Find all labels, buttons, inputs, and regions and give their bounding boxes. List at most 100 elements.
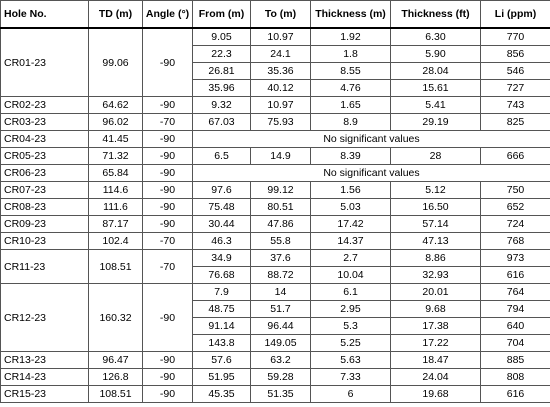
interval-cell: 30.44 — [192, 215, 251, 233]
table-row: CR10-23 102.4 -70 46.3 55.8 14.37 47.13 768 — [0, 232, 550, 250]
interval-cell: 35.96 — [192, 79, 251, 97]
hole-id: CR03-23 — [0, 113, 89, 131]
hole-id: CR04-23 — [0, 130, 89, 148]
interval-cell: 63.2 — [250, 351, 311, 369]
interval-cell: 1.56 — [310, 181, 391, 199]
td-cell: 87.17 — [88, 215, 143, 233]
interval-cell: 666 — [480, 147, 550, 165]
angle-cell: -70 — [142, 232, 193, 250]
interval-cell: 45.35 — [192, 385, 251, 403]
hole-id: CR08-23 — [0, 198, 89, 216]
interval-cell: 973 — [480, 249, 550, 267]
interval-cell: 7.9 — [192, 283, 251, 301]
interval-cell: 652 — [480, 198, 550, 216]
interval-cell: 15.61 — [390, 79, 481, 97]
interval-cell: 10.97 — [250, 96, 311, 114]
table-row: CR08-23 111.6 -90 75.48 80.51 5.03 16.50 652 — [0, 198, 550, 216]
td-cell: 160.32 — [88, 283, 143, 352]
column-header: TD (m) — [88, 0, 143, 29]
column-header: Hole No. — [0, 0, 89, 29]
interval-cell: 4.76 — [310, 79, 391, 97]
table-row: CR04-23 41.45 -90 No significant values — [0, 130, 550, 148]
interval-cell: 808 — [480, 368, 550, 386]
header-row: Hole No. TD (m) Angle (°) From (m) To (m) Thi… — [0, 0, 550, 29]
interval-cell: 727 — [480, 79, 550, 97]
hole-id: CR05-23 — [0, 147, 89, 165]
interval-cell: 8.55 — [310, 62, 391, 80]
interval-cell: 76.68 — [192, 266, 251, 284]
table-row: CR05-23 71.32 -90 6.5 14.9 8.39 28 666 — [0, 147, 550, 165]
interval-cell: 57.14 — [390, 215, 481, 233]
table-row: CR13-23 96.47 -90 57.6 63.2 5.63 18.47 885 — [0, 351, 550, 369]
interval-cell: 5.03 — [310, 198, 391, 216]
interval-cell: 770 — [480, 27, 550, 46]
interval-cell: 724 — [480, 215, 550, 233]
note-cell: No significant values — [192, 130, 550, 148]
interval-cell: 6.1 — [310, 283, 391, 301]
interval-cell: 29.19 — [390, 113, 481, 131]
interval-cell: 750 — [480, 181, 550, 199]
table-row: CR15-23 108.51 -90 45.35 51.35 6 19.68 616 — [0, 385, 550, 403]
table-row: CR12-23 160.32 -90 7.9 14 6.1 20.01 764 — [0, 283, 550, 352]
interval-cell: 616 — [480, 385, 550, 403]
interval-cell: 10.97 — [250, 27, 311, 46]
interval-cell: 18.47 — [390, 351, 481, 369]
interval-cell: 143.8 — [192, 334, 251, 352]
interval-cell: 825 — [480, 113, 550, 131]
interval-cell: 14 — [250, 283, 311, 301]
angle-cell: -90 — [142, 130, 193, 148]
hole-id: CR02-23 — [0, 96, 89, 114]
column-header: Thickness (ft) — [390, 0, 481, 29]
angle-cell: -90 — [142, 27, 193, 97]
interval-cell: 91.14 — [192, 317, 251, 335]
td-cell: 102.4 — [88, 232, 143, 250]
interval-cell: 149.05 — [250, 334, 311, 352]
interval-cell: 1.65 — [310, 96, 391, 114]
interval-cell: 35.36 — [250, 62, 311, 80]
interval-cell: 51.7 — [250, 300, 311, 318]
table-row: CR11-23 108.51 -70 34.9 37.6 2.7 8.86 973 — [0, 249, 550, 284]
td-cell: 65.84 — [88, 164, 143, 182]
td-cell: 41.45 — [88, 130, 143, 148]
td-cell: 108.51 — [88, 385, 143, 403]
interval-cell: 55.8 — [250, 232, 311, 250]
interval-cell: 40.12 — [250, 79, 311, 97]
angle-cell: -70 — [142, 249, 193, 284]
interval-cell: 17.22 — [390, 334, 481, 352]
td-cell: 114.6 — [88, 181, 143, 199]
interval-cell: 704 — [480, 334, 550, 352]
interval-cell: 14.9 — [250, 147, 311, 165]
interval-cell: 34.9 — [192, 249, 251, 267]
interval-cell: 75.93 — [250, 113, 311, 131]
interval-cell: 640 — [480, 317, 550, 335]
interval-cell: 9.32 — [192, 96, 251, 114]
table-row: CR09-23 87.17 -90 30.44 47.86 17.42 57.14 724 — [0, 215, 550, 233]
hole-id: CR14-23 — [0, 368, 89, 386]
angle-cell: -90 — [142, 181, 193, 199]
hole-id: CR15-23 — [0, 385, 89, 403]
interval-cell: 32.93 — [390, 266, 481, 284]
interval-cell: 6.30 — [390, 27, 481, 46]
hole-id: CR01-23 — [0, 27, 89, 97]
interval-cell: 6 — [310, 385, 391, 403]
table-row: CR06-23 65.84 -90 No significant values — [0, 164, 550, 182]
interval-cell: 8.39 — [310, 147, 391, 165]
interval-cell: 1.8 — [310, 45, 391, 63]
interval-cell: 88.72 — [250, 266, 311, 284]
interval-cell: 28.04 — [390, 62, 481, 80]
interval-cell: 794 — [480, 300, 550, 318]
td-cell: 126.8 — [88, 368, 143, 386]
table-row: CR14-23 126.8 -90 51.95 59.28 7.33 24.04 808 — [0, 368, 550, 386]
interval-cell: 5.25 — [310, 334, 391, 352]
interval-cell: 616 — [480, 266, 550, 284]
angle-cell: -90 — [142, 385, 193, 403]
table-row: 35.96 40.12 4.76 15.61 727 — [1, 79, 550, 97]
table-row: 76.68 88.72 10.04 32.93 616 — [1, 266, 550, 284]
interval-cell: 7.33 — [310, 368, 391, 386]
interval-cell: 8.86 — [390, 249, 481, 267]
interval-cell: 26.81 — [192, 62, 251, 80]
column-header: From (m) — [192, 0, 251, 29]
interval-cell: 5.3 — [310, 317, 391, 335]
